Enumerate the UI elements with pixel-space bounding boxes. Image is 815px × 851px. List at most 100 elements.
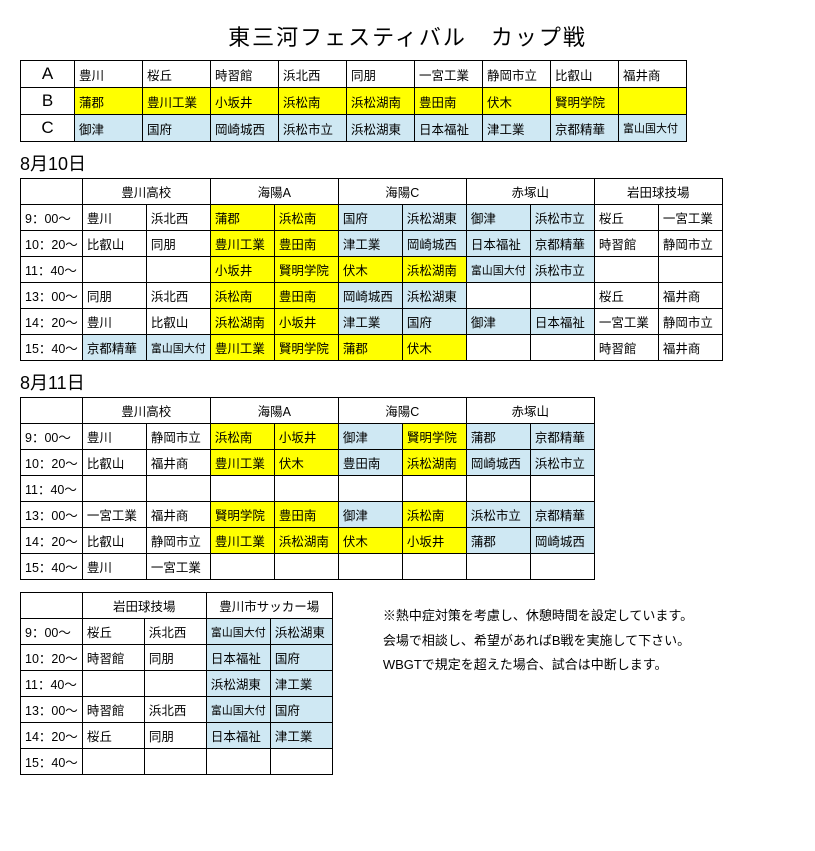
group-team-cell: 浜北西: [279, 61, 347, 88]
venue-header: 海陽A: [210, 398, 338, 424]
match-cell: 豊川工業: [210, 450, 274, 476]
time-header: [21, 593, 83, 619]
match-cell: [402, 554, 466, 580]
group-team-cell: 浜松湖東: [347, 115, 415, 142]
match-cell: 日本福祉: [206, 723, 270, 749]
match-cell: 豊田南: [274, 231, 338, 257]
match-cell: 浜松湖東: [402, 205, 466, 231]
match-cell: 浜松南: [210, 424, 274, 450]
match-cell: 浜松市立: [530, 450, 594, 476]
group-team-cell: [619, 88, 687, 115]
match-cell: 京都精華: [530, 231, 594, 257]
note-line: 会場で相談し、希望があればB戦を実施して下さい。: [383, 629, 693, 654]
match-cell: 浜松湖東: [402, 283, 466, 309]
match-cell: 岡崎城西: [338, 283, 402, 309]
match-cell: 同朋: [144, 645, 206, 671]
match-cell: 豊川: [82, 309, 146, 335]
group-label: C: [21, 115, 75, 142]
groups-table: A豊川桜丘時習館浜北西同朋一宮工業静岡市立比叡山福井商B蒲郡豊川工業小坂井浜松南…: [20, 60, 687, 142]
time-cell: 9：00～: [21, 205, 83, 231]
match-cell: [466, 476, 530, 502]
match-cell: 国府: [338, 205, 402, 231]
match-cell: 静岡市立: [146, 528, 210, 554]
match-cell: 小坂井: [210, 257, 274, 283]
match-cell: 蒲郡: [210, 205, 274, 231]
match-cell: [402, 476, 466, 502]
time-cell: 13：00～: [21, 502, 83, 528]
match-cell: 富山国大付: [206, 619, 270, 645]
match-cell: 浜松市立: [530, 257, 594, 283]
match-cell: [144, 749, 206, 775]
match-cell: 浜北西: [146, 283, 210, 309]
match-cell: [146, 476, 210, 502]
match-cell: [274, 476, 338, 502]
match-cell: 賢明学院: [274, 335, 338, 361]
note-line: ※熱中症対策を考慮し、休憩時間を設定しています。: [383, 604, 693, 629]
note-line: WBGTで規定を超えた場合、試合は中断します。: [383, 653, 693, 678]
match-cell: 一宮工業: [82, 502, 146, 528]
match-cell: [82, 476, 146, 502]
group-team-cell: 国府: [143, 115, 211, 142]
match-cell: 小坂井: [274, 424, 338, 450]
venue-header: 豊川市サッカー場: [206, 593, 332, 619]
match-cell: 津工業: [338, 231, 402, 257]
time-cell: 15：40～: [21, 335, 83, 361]
venue-header: 岩田球技場: [594, 179, 722, 205]
match-cell: [466, 283, 530, 309]
match-cell: 桜丘: [594, 205, 658, 231]
match-cell: 富山国大付: [146, 335, 210, 361]
match-cell: 浜北西: [144, 619, 206, 645]
time-header: [21, 179, 83, 205]
group-team-cell: 賢明学院: [551, 88, 619, 115]
match-cell: 比叡山: [82, 231, 146, 257]
match-cell: 津工業: [338, 309, 402, 335]
match-cell: 浜松湖東: [206, 671, 270, 697]
match-cell: 御津: [466, 309, 530, 335]
time-cell: 11：40～: [21, 476, 83, 502]
match-cell: 浜松南: [210, 283, 274, 309]
time-cell: 10：20～: [21, 450, 83, 476]
match-cell: 豊川工業: [210, 231, 274, 257]
match-cell: 豊川: [82, 424, 146, 450]
match-cell: 桜丘: [594, 283, 658, 309]
page-title: 東三河フェスティバル カップ戦: [20, 20, 795, 52]
match-cell: [658, 257, 722, 283]
time-cell: 13：00～: [21, 697, 83, 723]
match-cell: 豊川工業: [210, 335, 274, 361]
match-cell: 御津: [338, 424, 402, 450]
group-team-cell: 豊川工業: [143, 88, 211, 115]
match-cell: [530, 283, 594, 309]
group-team-cell: 豊田南: [415, 88, 483, 115]
match-cell: 小坂井: [402, 528, 466, 554]
match-cell: 京都精華: [530, 424, 594, 450]
match-cell: 豊田南: [338, 450, 402, 476]
match-cell: 御津: [338, 502, 402, 528]
group-team-cell: 京都精華: [551, 115, 619, 142]
match-cell: 浜松湖南: [274, 528, 338, 554]
match-cell: 静岡市立: [658, 309, 722, 335]
match-cell: 岡崎城西: [402, 231, 466, 257]
match-cell: 浜松市立: [466, 502, 530, 528]
group-team-cell: 桜丘: [143, 61, 211, 88]
time-cell: 15：40～: [21, 749, 83, 775]
venue-header: 海陽C: [338, 398, 466, 424]
group-label: A: [21, 61, 75, 88]
match-cell: 豊川: [82, 554, 146, 580]
match-cell: 賢明学院: [274, 257, 338, 283]
time-cell: 10：20～: [21, 231, 83, 257]
group-team-cell: 浜松市立: [279, 115, 347, 142]
group-team-cell: 富山国大付: [619, 115, 687, 142]
match-cell: 浜松南: [402, 502, 466, 528]
match-cell: [274, 554, 338, 580]
match-cell: 津工業: [270, 671, 332, 697]
match-cell: [338, 554, 402, 580]
match-cell: 賢明学院: [402, 424, 466, 450]
match-cell: 比叡山: [82, 450, 146, 476]
match-cell: 浜松湖南: [402, 450, 466, 476]
match-cell: [530, 476, 594, 502]
match-cell: [144, 671, 206, 697]
match-cell: 時習館: [594, 335, 658, 361]
match-cell: 蒲郡: [466, 424, 530, 450]
match-cell: 京都精華: [82, 335, 146, 361]
match-cell: 静岡市立: [658, 231, 722, 257]
